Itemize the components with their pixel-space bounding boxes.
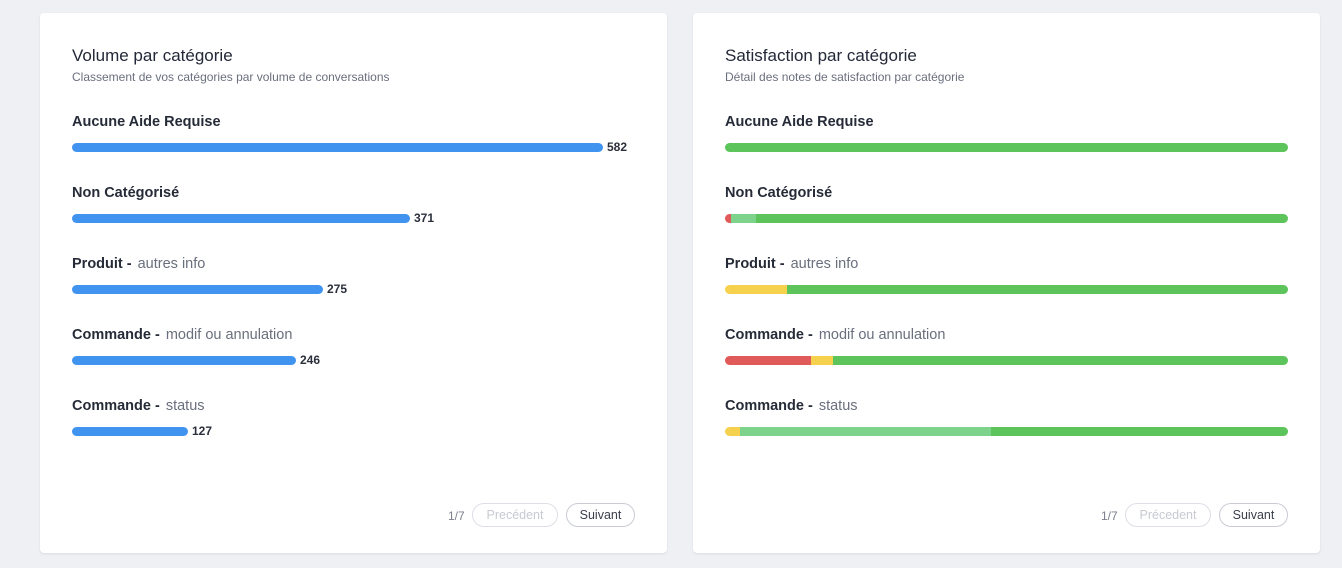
category-label: Commande - status [72,397,205,415]
page-indicator: 1/7 [1101,509,1118,523]
volume-by-category-card: Volume par catégorie Classement de vos c… [40,13,667,553]
category-name: Commande - [725,398,813,414]
satisfaction-segment-green [725,143,1288,152]
category-row: Commande - modif ou annulation 246 [72,326,635,367]
satisfaction-segment-lightgreen [730,214,756,223]
category-name: Aucune Aide Requise [72,114,221,130]
category-row: Produit - autres info 275 [72,255,635,296]
satisfaction-bar [725,143,1288,152]
satisfaction-segment-yellow [725,427,741,436]
category-row: Produit - autres info [725,255,1288,295]
category-label: Produit - autres info [725,255,858,273]
category-label: Aucune Aide Requise [725,113,880,131]
category-row: Aucune Aide Requise [725,113,1288,153]
page-indicator: 1/7 [448,509,465,523]
satisfaction-segment-red [725,356,812,365]
volume-bar [72,285,323,294]
category-name: Produit - [72,256,132,272]
category-name: Non Catégorisé [72,185,180,201]
category-subname: modif ou annulation [165,327,293,343]
satisfaction-bar [725,214,1288,223]
category-row: Commande - modif ou annulation [725,326,1288,366]
card-subtitle: Détail des notes de satisfaction par cat… [725,70,965,84]
category-subname: status [165,398,205,414]
volume-value: 582 [607,140,628,154]
next-button[interactable]: Suivant [566,503,635,527]
satisfaction-segment-yellow [725,285,787,294]
previous-button[interactable]: Precédent [472,503,558,527]
satisfaction-segment-green [755,214,1288,223]
category-label: Non Catégorisé [725,184,838,202]
volume-bar [72,427,188,436]
satisfaction-bar [725,356,1288,365]
volume-bar [72,143,603,152]
volume-value: 371 [414,211,435,225]
category-label: Commande - status [725,397,858,415]
category-row: Non Catégorisé [725,184,1288,224]
category-label: Aucune Aide Requise [72,113,227,131]
category-label: Produit - autres info [72,255,205,273]
next-button[interactable]: Suivant [1219,503,1288,527]
satisfaction-segment-lightgreen [740,427,991,436]
pagination: 1/7 Précedent Suivant [693,503,1320,529]
category-label: Non Catégorisé [72,184,185,202]
satisfaction-segment-green [990,427,1288,436]
previous-button[interactable]: Précedent [1125,503,1211,527]
volume-value: 127 [192,424,213,438]
card-subtitle: Classement de vos catégories par volume … [72,70,390,84]
category-subname: modif ou annulation [818,327,946,343]
category-row: Commande - status 127 [72,397,635,438]
volume-value: 275 [327,282,348,296]
category-subname: autres info [137,256,206,272]
satisfaction-bar [725,285,1288,294]
volume-value: 246 [300,353,321,367]
category-label: Commande - modif ou annulation [72,326,292,344]
category-name: Aucune Aide Requise [725,114,874,130]
satisfaction-segment-green [833,356,1288,365]
satisfaction-segment-yellow [811,356,834,365]
card-title: Volume par catégorie [72,46,233,65]
category-subname: status [818,398,858,414]
category-subname: autres info [790,256,859,272]
category-name: Commande - [725,327,813,343]
category-row: Commande - status [725,397,1288,437]
category-name: Commande - [72,398,160,414]
category-name: Commande - [72,327,160,343]
category-name: Produit - [725,256,785,272]
category-row: Non Catégorisé 371 [72,184,635,225]
satisfaction-bar [725,427,1288,436]
volume-bar [72,214,410,223]
satisfaction-segment-green [786,285,1288,294]
card-title: Satisfaction par catégorie [725,46,917,65]
satisfaction-by-category-card: Satisfaction par catégorie Détail des no… [693,13,1320,553]
volume-bar [72,356,296,365]
category-label: Commande - modif ou annulation [725,326,945,344]
category-name: Non Catégorisé [725,185,833,201]
category-row: Aucune Aide Requise 582 [72,113,635,154]
satisfaction-segment-red [725,214,731,223]
pagination: 1/7 Precédent Suivant [40,503,667,529]
